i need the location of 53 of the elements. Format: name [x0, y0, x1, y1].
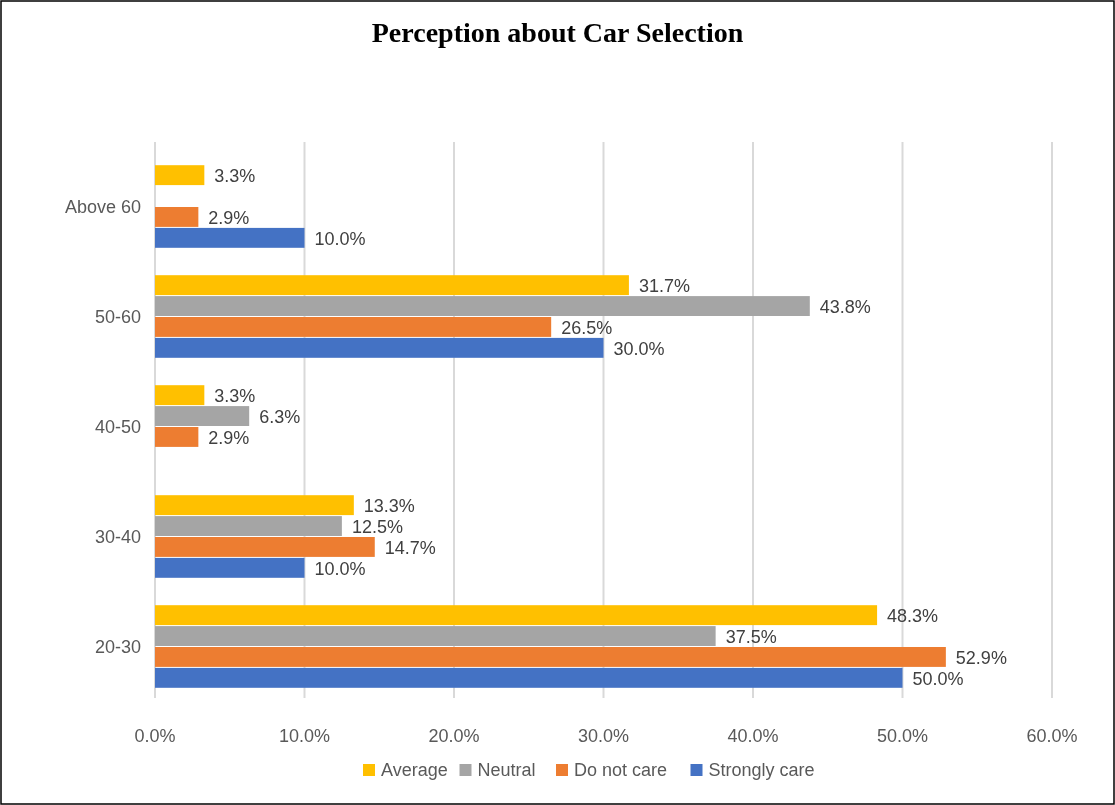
bar	[155, 275, 629, 296]
bar	[155, 317, 552, 337]
bar	[155, 667, 903, 688]
bar	[155, 427, 199, 447]
bar	[155, 165, 205, 186]
data-label: 2.9%	[208, 207, 250, 228]
x-tick-label: 20.0%	[428, 726, 480, 746]
data-label: 14.7%	[384, 537, 436, 558]
y-tick-label: 30-40	[94, 527, 141, 548]
bar	[155, 495, 354, 516]
y-tick-label: 40-50	[94, 417, 141, 438]
chart-title: Perception about Car Selection	[371, 17, 744, 48]
data-label: 13.3%	[363, 495, 415, 516]
legend-label: Strongly care	[708, 760, 815, 781]
x-tick-label: 40.0%	[727, 726, 779, 746]
data-label: 43.8%	[819, 296, 871, 317]
bar	[155, 626, 716, 646]
bar	[155, 207, 199, 227]
x-tick-label: 10.0%	[278, 726, 331, 746]
bar	[155, 337, 604, 358]
data-label: 3.3%	[214, 165, 256, 186]
data-label: 31.7%	[638, 275, 690, 296]
x-tick-label: 60.0%	[1026, 726, 1078, 746]
bar	[155, 605, 878, 626]
bar	[155, 385, 205, 406]
data-label: 6.3%	[259, 406, 301, 427]
y-tick-label: 20-30	[94, 637, 141, 658]
data-label: 37.5%	[725, 626, 777, 647]
data-label: 48.3%	[887, 605, 939, 626]
bar	[155, 516, 342, 536]
data-label: 10.0%	[314, 558, 366, 579]
legend-label: Do not care	[574, 760, 668, 781]
x-tick-label: 30.0%	[577, 726, 630, 746]
bar	[155, 557, 305, 578]
bar	[155, 227, 305, 248]
legend-label: Neutral	[477, 760, 536, 781]
data-label: 30.0%	[613, 338, 665, 359]
data-label: 52.9%	[955, 647, 1007, 668]
bar	[155, 406, 250, 426]
data-label: 3.3%	[214, 385, 256, 406]
data-label: 12.5%	[351, 516, 403, 537]
bar	[155, 537, 375, 557]
data-label: 2.9%	[208, 427, 250, 448]
bar	[155, 647, 946, 667]
data-label: 50.0%	[912, 668, 964, 689]
data-label: 10.0%	[314, 228, 366, 249]
bar	[155, 296, 810, 316]
x-tick-label: 0.0%	[134, 726, 176, 746]
y-tick-label: Above 60	[64, 197, 141, 218]
legend-label: Average	[381, 760, 448, 781]
x-tick-label: 50.0%	[876, 726, 929, 746]
y-tick-label: 50-60	[94, 307, 141, 328]
data-label: 26.5%	[561, 317, 613, 338]
